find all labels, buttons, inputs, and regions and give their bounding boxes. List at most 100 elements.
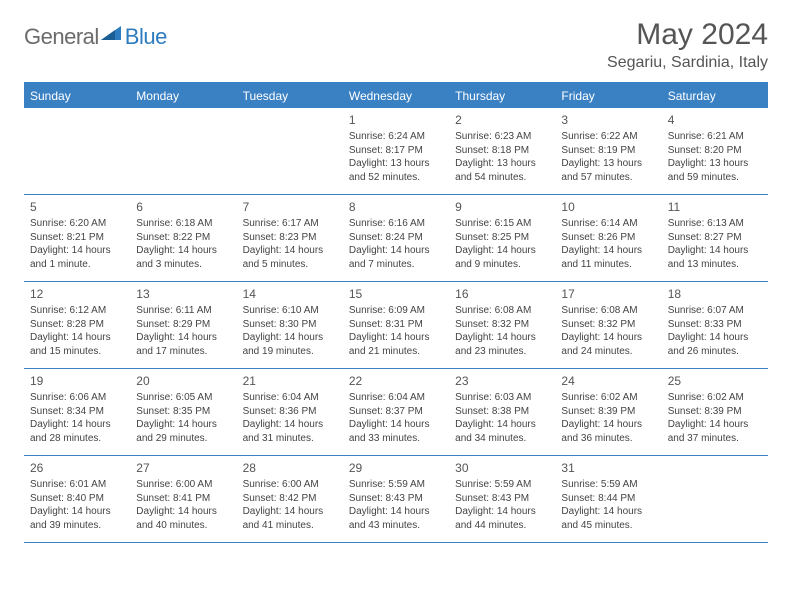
sunset-text: Sunset: 8:24 PM: [349, 231, 443, 245]
day-header: Monday: [130, 84, 236, 108]
day-header: Thursday: [449, 84, 555, 108]
calendar-week: 19Sunrise: 6:06 AMSunset: 8:34 PMDayligh…: [24, 369, 768, 456]
sunrise-text: Sunrise: 6:00 AM: [243, 478, 337, 492]
daylight-text: Daylight: 14 hours and 34 minutes.: [455, 418, 549, 445]
sunset-text: Sunset: 8:36 PM: [243, 405, 337, 419]
sunset-text: Sunset: 8:26 PM: [561, 231, 655, 245]
daylight-text: Daylight: 13 hours and 54 minutes.: [455, 157, 549, 184]
daylight-text: Daylight: 14 hours and 41 minutes.: [243, 505, 337, 532]
sunset-text: Sunset: 8:40 PM: [30, 492, 124, 506]
sunrise-text: Sunrise: 6:02 AM: [668, 391, 762, 405]
day-number: 23: [455, 373, 549, 389]
sunrise-text: Sunrise: 6:20 AM: [30, 217, 124, 231]
calendar-cell: 18Sunrise: 6:07 AMSunset: 8:33 PMDayligh…: [662, 282, 768, 368]
calendar-cell: [662, 456, 768, 542]
day-number: 9: [455, 199, 549, 215]
daylight-text: Daylight: 14 hours and 24 minutes.: [561, 331, 655, 358]
daylight-text: Daylight: 14 hours and 7 minutes.: [349, 244, 443, 271]
day-number: 3: [561, 112, 655, 128]
calendar-cell: 6Sunrise: 6:18 AMSunset: 8:22 PMDaylight…: [130, 195, 236, 281]
calendar-cell: 28Sunrise: 6:00 AMSunset: 8:42 PMDayligh…: [237, 456, 343, 542]
day-number: 30: [455, 460, 549, 476]
sunrise-text: Sunrise: 6:06 AM: [30, 391, 124, 405]
daylight-text: Daylight: 14 hours and 43 minutes.: [349, 505, 443, 532]
sunset-text: Sunset: 8:28 PM: [30, 318, 124, 332]
calendar-cell: [130, 108, 236, 194]
day-number: 20: [136, 373, 230, 389]
calendar-week: 12Sunrise: 6:12 AMSunset: 8:28 PMDayligh…: [24, 282, 768, 369]
sunset-text: Sunset: 8:35 PM: [136, 405, 230, 419]
day-number: 5: [30, 199, 124, 215]
sunrise-text: Sunrise: 6:00 AM: [136, 478, 230, 492]
calendar-cell: 21Sunrise: 6:04 AMSunset: 8:36 PMDayligh…: [237, 369, 343, 455]
sunset-text: Sunset: 8:19 PM: [561, 144, 655, 158]
sunset-text: Sunset: 8:43 PM: [455, 492, 549, 506]
page-title: May 2024: [607, 18, 768, 52]
daylight-text: Daylight: 14 hours and 13 minutes.: [668, 244, 762, 271]
sunrise-text: Sunrise: 6:14 AM: [561, 217, 655, 231]
calendar-cell: 11Sunrise: 6:13 AMSunset: 8:27 PMDayligh…: [662, 195, 768, 281]
day-number: 19: [30, 373, 124, 389]
daylight-text: Daylight: 14 hours and 5 minutes.: [243, 244, 337, 271]
daylight-text: Daylight: 13 hours and 59 minutes.: [668, 157, 762, 184]
daylight-text: Daylight: 14 hours and 45 minutes.: [561, 505, 655, 532]
calendar-cell: 17Sunrise: 6:08 AMSunset: 8:32 PMDayligh…: [555, 282, 661, 368]
calendar-cell: 23 Sunrise: 6:03 AMSunset: 8:38 PMDayligh…: [449, 369, 555, 455]
daylight-text: Daylight: 14 hours and 40 minutes.: [136, 505, 230, 532]
calendar-cell: 2Sunrise: 6:23 AMSunset: 8:18 PMDaylight…: [449, 108, 555, 194]
logo-word2: Blue: [125, 24, 167, 50]
day-number: 8: [349, 199, 443, 215]
sunrise-text: Sunrise: 6:03 AM: [455, 391, 549, 405]
calendar: Sunday Monday Tuesday Wednesday Thursday…: [24, 82, 768, 543]
calendar-cell: 7Sunrise: 6:17 AMSunset: 8:23 PMDaylight…: [237, 195, 343, 281]
sunset-text: Sunset: 8:20 PM: [668, 144, 762, 158]
calendar-cell: 26Sunrise: 6:01 AMSunset: 8:40 PMDayligh…: [24, 456, 130, 542]
daylight-text: Daylight: 14 hours and 26 minutes.: [668, 331, 762, 358]
sunset-text: Sunset: 8:31 PM: [349, 318, 443, 332]
sunset-text: Sunset: 8:32 PM: [561, 318, 655, 332]
calendar-week: 26Sunrise: 6:01 AMSunset: 8:40 PMDayligh…: [24, 456, 768, 543]
weeks-container: 1Sunrise: 6:24 AMSunset: 8:17 PMDaylight…: [24, 108, 768, 543]
sunrise-text: Sunrise: 6:04 AM: [243, 391, 337, 405]
sunset-text: Sunset: 8:42 PM: [243, 492, 337, 506]
sunset-text: Sunset: 8:27 PM: [668, 231, 762, 245]
calendar-cell: 30Sunrise: 5:59 AMSunset: 8:43 PMDayligh…: [449, 456, 555, 542]
day-number: 29: [349, 460, 443, 476]
day-header: Sunday: [24, 84, 130, 108]
day-number: 15: [349, 286, 443, 302]
daylight-text: Daylight: 14 hours and 19 minutes.: [243, 331, 337, 358]
day-header: Tuesday: [237, 84, 343, 108]
sunrise-text: Sunrise: 6:10 AM: [243, 304, 337, 318]
daylight-text: Daylight: 14 hours and 11 minutes.: [561, 244, 655, 271]
day-header: Saturday: [662, 84, 768, 108]
calendar-cell: 1Sunrise: 6:24 AMSunset: 8:17 PMDaylight…: [343, 108, 449, 194]
calendar-cell: [237, 108, 343, 194]
sunrise-text: Sunrise: 6:07 AM: [668, 304, 762, 318]
calendar-cell: 20Sunrise: 6:05 AMSunset: 8:35 PMDayligh…: [130, 369, 236, 455]
calendar-cell: 5Sunrise: 6:20 AMSunset: 8:21 PMDaylight…: [24, 195, 130, 281]
daylight-text: Daylight: 14 hours and 37 minutes.: [668, 418, 762, 445]
day-number: 2: [455, 112, 549, 128]
day-number: 6: [136, 199, 230, 215]
calendar-cell: 29Sunrise: 5:59 AMSunset: 8:43 PMDayligh…: [343, 456, 449, 542]
day-number: 10: [561, 199, 655, 215]
calendar-cell: 31Sunrise: 5:59 AMSunset: 8:44 PMDayligh…: [555, 456, 661, 542]
sunset-text: Sunset: 8:29 PM: [136, 318, 230, 332]
sunset-text: Sunset: 8:32 PM: [455, 318, 549, 332]
logo-text: General: [24, 24, 99, 50]
calendar-cell: 9Sunrise: 6:15 AMSunset: 8:25 PMDaylight…: [449, 195, 555, 281]
daylight-text: Daylight: 14 hours and 33 minutes.: [349, 418, 443, 445]
daylight-text: Daylight: 14 hours and 17 minutes.: [136, 331, 230, 358]
daylight-text: Daylight: 14 hours and 15 minutes.: [30, 331, 124, 358]
sunrise-text: Sunrise: 5:59 AM: [349, 478, 443, 492]
day-number: 26: [30, 460, 124, 476]
sunset-text: Sunset: 8:38 PM: [455, 405, 549, 419]
calendar-cell: 13Sunrise: 6:11 AMSunset: 8:29 PMDayligh…: [130, 282, 236, 368]
sunrise-text: Sunrise: 6:04 AM: [349, 391, 443, 405]
calendar-cell: 16Sunrise: 6:08 AMSunset: 8:32 PMDayligh…: [449, 282, 555, 368]
sunset-text: Sunset: 8:18 PM: [455, 144, 549, 158]
day-number: 22: [349, 373, 443, 389]
sunset-text: Sunset: 8:33 PM: [668, 318, 762, 332]
sunrise-text: Sunrise: 6:02 AM: [561, 391, 655, 405]
sunset-text: Sunset: 8:41 PM: [136, 492, 230, 506]
